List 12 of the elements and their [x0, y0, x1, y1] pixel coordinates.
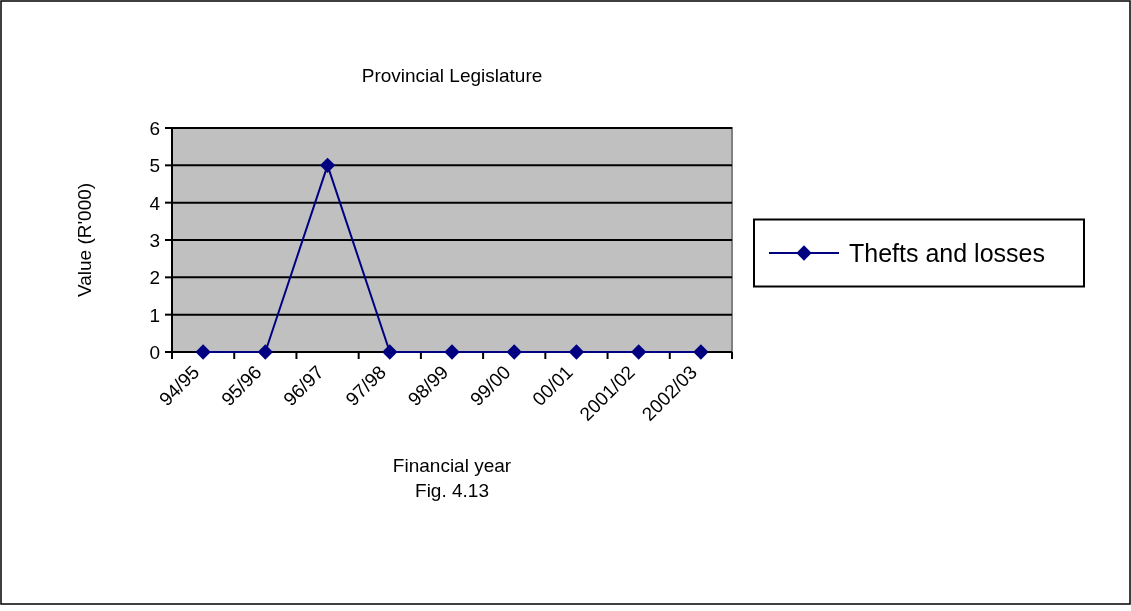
y-tick-label: 1	[149, 304, 160, 326]
chart-title: Provincial Legislature	[361, 65, 543, 86]
y-axis-title: Value (R'000)	[74, 182, 95, 298]
y-tick-label: 2	[149, 267, 160, 289]
y-tick-label: 5	[149, 155, 160, 177]
y-tick-label: 3	[149, 229, 160, 251]
y-tick-label: 6	[149, 117, 160, 139]
legend-label: Thefts and losses	[849, 239, 1045, 267]
x-axis-title: Financial year	[392, 455, 512, 476]
y-tick-label: 4	[149, 192, 161, 214]
y-tick-label: 0	[149, 341, 160, 363]
caption: Fig. 4.13	[415, 480, 489, 501]
